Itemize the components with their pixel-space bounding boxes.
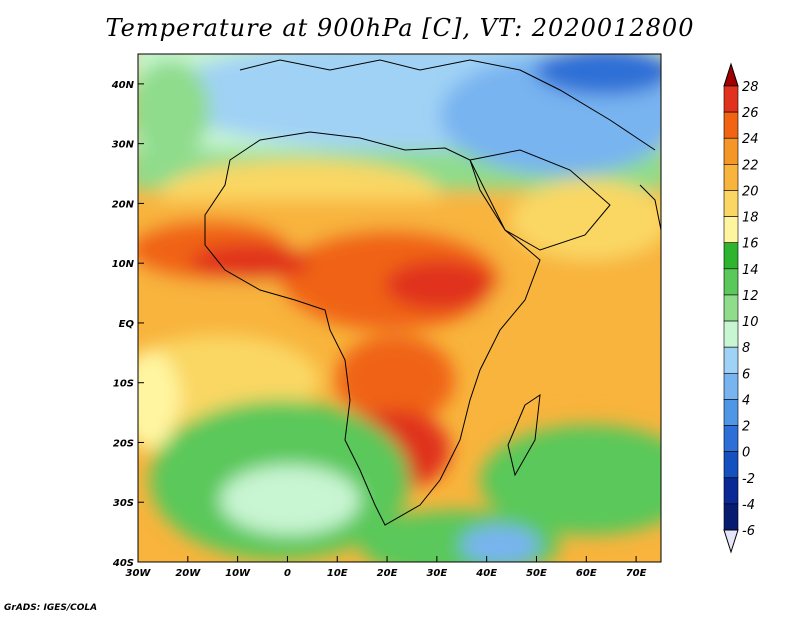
colorbar-top-arrow — [723, 62, 739, 87]
madagascar-coastline — [507, 393, 541, 477]
colorbar-swatch — [723, 425, 739, 452]
field-sahel-hottest — [190, 244, 310, 280]
colorbar-label: 22 — [742, 158, 759, 173]
x-axis-ticks: 30W 20W 10W 0 10E 20E 30E 40E 50E 60E 70E — [126, 556, 647, 579]
colorbar-label: 12 — [742, 289, 759, 304]
field-southeast-cool — [480, 425, 661, 535]
x-tick-label: 40E — [475, 568, 497, 579]
x-tick-label: 0 — [284, 568, 291, 579]
india-coastline — [639, 184, 661, 231]
colorbar-swatch — [723, 111, 739, 139]
map-title: Temperature at 900hPa [C], VT: 202001280… — [105, 14, 695, 42]
x-tick-label: 10W — [225, 568, 251, 579]
y-tick-label: 10S — [113, 379, 134, 390]
colorbar-label: -4 — [742, 498, 755, 513]
colorbar-label: 4 — [742, 393, 750, 408]
map-frame — [137, 53, 662, 563]
field-coldest-northeast — [535, 54, 661, 95]
field-southwest-coolest — [220, 465, 360, 535]
x-tick-label: 20W — [175, 568, 201, 579]
y-tick-label: 30N — [112, 140, 135, 151]
colorbar-label: 10 — [742, 315, 759, 330]
field-south-cold-patch — [460, 525, 540, 562]
field-south-central-africa — [335, 335, 455, 425]
africa-coastline — [204, 131, 541, 526]
footer-credit: GrADS: IGES/COLA — [4, 603, 98, 613]
colorbar-swatch — [723, 137, 739, 165]
colorbar-swatch — [723, 294, 739, 322]
colorbar-label: 20 — [742, 184, 759, 199]
y-tick-label: EQ — [119, 319, 135, 330]
x-tick-label: 60E — [576, 568, 597, 579]
colorbar-label: 26 — [742, 106, 759, 121]
y-tick-label: 40N — [111, 80, 135, 91]
y-axis-ticks: 40N 30N 20N 10N EQ 10S 20S 30S 40S — [111, 80, 144, 569]
y-tick-label: 20S — [113, 438, 134, 449]
arabia-coastline — [469, 149, 611, 251]
coastlines — [204, 59, 661, 526]
colorbar-swatch — [723, 320, 739, 348]
colorbar-swatch — [723, 242, 739, 270]
europe-coastline — [239, 59, 656, 151]
colorbar-bottom-arrow — [723, 529, 739, 554]
field-indian-ocean — [480, 260, 661, 380]
colorbar-label: 28 — [742, 80, 759, 95]
x-tick-label: 30W — [126, 568, 152, 579]
colorbar-label: 6 — [742, 367, 750, 382]
colorbar-swatch — [723, 268, 739, 296]
colorbar-swatch — [723, 451, 739, 479]
colorbar-label: 8 — [742, 341, 750, 356]
x-tick-label: 50E — [526, 568, 547, 579]
colorbar-swatch — [723, 399, 739, 426]
colorbar-swatch — [723, 164, 739, 191]
colorbar-label: 14 — [742, 263, 759, 278]
colorbar-label: -6 — [742, 524, 755, 539]
colorbar-swatch — [723, 85, 739, 113]
colorbar-swatch — [723, 477, 739, 505]
colorbar-label: 2 — [742, 420, 750, 435]
colorbar-swatch — [723, 503, 739, 531]
temperature-field — [138, 54, 661, 562]
field-far-southwest — [138, 350, 180, 450]
colorbar-label: -2 — [742, 472, 755, 487]
x-tick-label: 10E — [327, 568, 348, 579]
colorbar-swatch — [723, 346, 739, 374]
y-tick-label: 30S — [113, 498, 134, 509]
field-east-central-hottest — [385, 260, 495, 310]
colorbar-label: 18 — [742, 211, 759, 226]
y-tick-label: 40S — [112, 558, 134, 569]
y-tick-label: 10N — [112, 259, 135, 270]
field-atlantic-north — [138, 60, 210, 160]
colorbar-label: 24 — [742, 132, 759, 147]
x-tick-label: 20E — [377, 568, 398, 579]
field-arabian-sea — [510, 180, 661, 260]
colorbar-swatch — [723, 190, 739, 217]
colorbar-label: 0 — [742, 446, 750, 461]
y-tick-label: 20N — [112, 199, 135, 210]
colorbar-label: 16 — [742, 237, 759, 252]
x-tick-label: 70E — [626, 568, 647, 579]
x-tick-label: 30E — [426, 568, 447, 579]
colorbar-swatch — [723, 372, 739, 400]
colorbar-swatch — [723, 216, 739, 244]
